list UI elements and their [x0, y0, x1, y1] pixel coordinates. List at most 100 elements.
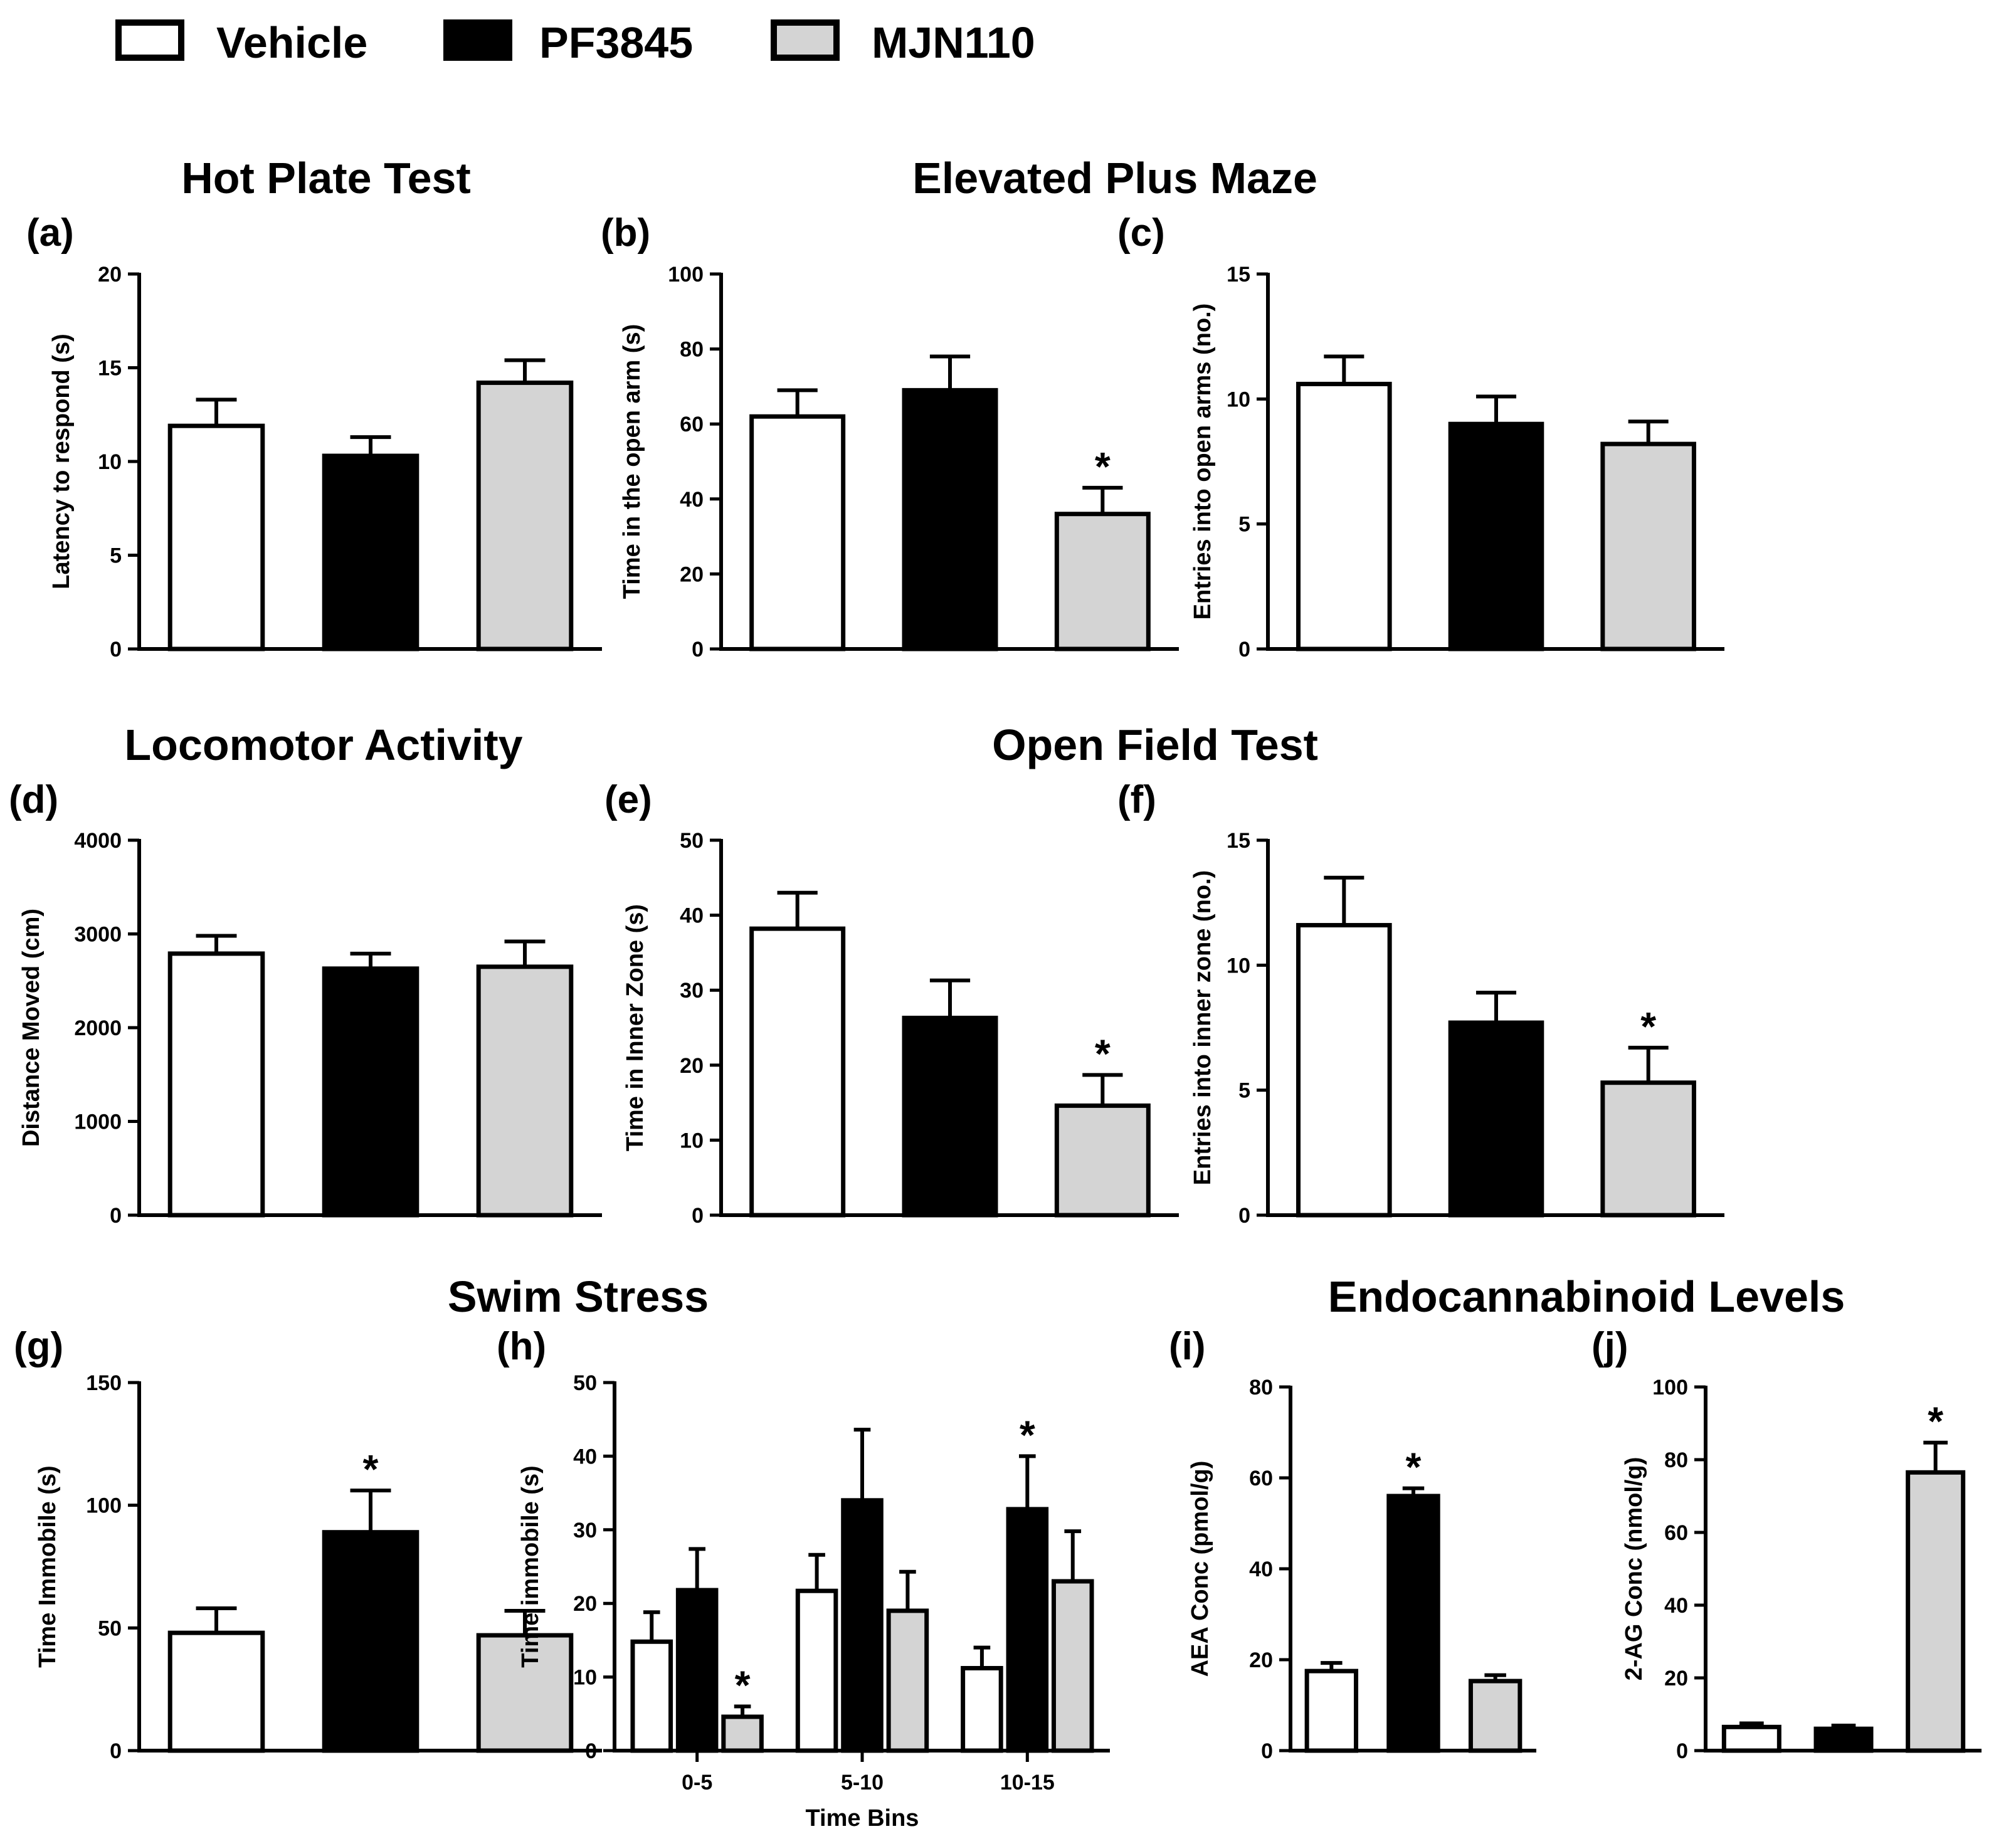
bar-f-vehicle — [1296, 923, 1392, 1218]
title-elevated-plus-maze: Elevated Plus Maze — [912, 154, 1317, 203]
legend-swatch-vehicle — [115, 19, 184, 61]
y-tick-label-c: 0 — [1238, 638, 1250, 661]
y-tick-label-i: 0 — [1261, 1739, 1273, 1763]
y-tick-label-d: 2000 — [74, 1016, 122, 1040]
panel-label-i: (i) — [1169, 1325, 1206, 1368]
y-tick-label-g: 50 — [98, 1616, 122, 1640]
y-tick-label-d: 1000 — [74, 1110, 122, 1134]
panel-i: (i) AEA Conc (pmol/g) 0 20 40 60 80 * — [1169, 1325, 1536, 1763]
y-tick-label-i: 80 — [1249, 1376, 1273, 1399]
y-tick-label-b: 100 — [668, 263, 704, 287]
y-tick-label-j: 80 — [1664, 1448, 1688, 1472]
bar-i-pf3845 — [1386, 1494, 1440, 1753]
bar-f-pf3845 — [1448, 1020, 1544, 1218]
bar-h-vehicle-0-5 — [630, 1639, 673, 1753]
bar-a-pf3845 — [322, 453, 420, 651]
y-axis-label-j: 2-AG Conc (nmol/g) — [1621, 1457, 1647, 1681]
y-tick-label-a: 20 — [98, 263, 122, 287]
bar-e-pf3845 — [902, 1015, 998, 1218]
y-tick-label-j: 20 — [1664, 1667, 1688, 1690]
bar-h-mjn110-5-10 — [886, 1608, 929, 1753]
bar-h-vehicle-10-15 — [961, 1666, 1003, 1753]
legend: Vehicle PF3845 MJN110 — [115, 18, 1035, 67]
bar-b-mjn110 — [1054, 512, 1151, 651]
y-tick-label-d: 0 — [110, 1204, 122, 1228]
bar-c-pf3845 — [1448, 421, 1544, 651]
panel-e: (e) Time in Inner Zone (s) 0 10 20 30 40 50 * — [604, 778, 1179, 1228]
y-axis-label-d: Distance Moved (cm) — [18, 909, 45, 1147]
panel-label-g: (g) — [14, 1325, 63, 1368]
significance-star-g-pf3845: * — [363, 1447, 379, 1492]
panel-a: (a) Latency to respond (s) 0 5 10 15 20 — [26, 211, 602, 661]
legend-label-mjn110: MJN110 — [872, 18, 1035, 67]
y-tick-label-i: 60 — [1249, 1467, 1273, 1490]
y-tick-label-j: 0 — [1676, 1739, 1688, 1763]
bar-j-vehicle — [1721, 1724, 1781, 1753]
y-tick-label-e: 20 — [680, 1054, 704, 1078]
y-tick-label-f: 5 — [1238, 1079, 1250, 1103]
y-tick-label-i: 20 — [1249, 1648, 1273, 1672]
panel-label-h: (h) — [497, 1325, 546, 1368]
y-tick-label-h: 50 — [573, 1371, 597, 1395]
panel-f: (f) Entries into inner zone (no.) 0 5 10 15 * — [1117, 778, 1724, 1228]
y-tick-label-g: 0 — [110, 1739, 122, 1763]
y-tick-label-c: 10 — [1227, 387, 1250, 411]
legend-label-vehicle: Vehicle — [216, 18, 367, 67]
bar-d-pf3845 — [322, 966, 420, 1218]
y-tick-label-b: 20 — [680, 562, 704, 586]
panel-j: (j) 2-AG Conc (nmol/g) 0 20 40 60 80 100 * — [1591, 1325, 1982, 1763]
y-tick-label-e: 0 — [692, 1204, 704, 1228]
bar-d-mjn110 — [476, 964, 574, 1218]
panel-label-f: (f) — [1117, 778, 1156, 821]
y-tick-label-h: 0 — [585, 1739, 597, 1763]
y-tick-label-e: 50 — [680, 829, 704, 853]
y-tick-label-f: 15 — [1227, 829, 1250, 853]
y-tick-label-a: 5 — [110, 544, 122, 568]
bar-h-pf3845-10-15 — [1006, 1507, 1049, 1753]
bar-b-vehicle — [749, 414, 846, 651]
legend-label-pf3845: PF3845 — [539, 18, 693, 67]
y-tick-label-i: 40 — [1249, 1558, 1273, 1581]
bar-h-pf3845-5-10 — [841, 1498, 884, 1753]
y-tick-label-e: 30 — [680, 979, 704, 1003]
panel-d: (d) Distance Moved (cm) 0 1000 2000 3000 4000 — [9, 778, 602, 1228]
y-tick-label-g: 150 — [86, 1371, 122, 1395]
bar-a-vehicle — [167, 423, 265, 651]
bar-b-pf3845 — [902, 387, 998, 651]
panel-label-a: (a) — [26, 211, 74, 255]
title-locomotor: Locomotor Activity — [124, 720, 522, 769]
y-tick-label-a: 15 — [98, 357, 122, 381]
bar-i-vehicle — [1304, 1668, 1359, 1753]
y-tick-label-h: 30 — [573, 1519, 597, 1542]
panel-label-c: (c) — [1117, 211, 1165, 255]
x-tick-label-h: 0-5 — [682, 1771, 712, 1795]
y-axis-label-f: Entries into inner zone (no.) — [1190, 870, 1216, 1185]
panel-h: (h) Time immobile (s) 0 10 20 30 40 50 0-5 5-10 10… — [497, 1325, 1110, 1829]
bar-d-vehicle — [167, 951, 265, 1218]
y-tick-label-a: 0 — [110, 638, 122, 661]
y-tick-label-f: 0 — [1238, 1204, 1250, 1228]
bar-g-mjn110 — [476, 1633, 574, 1753]
y-axis-label-i: AEA Conc (pmol/g) — [1187, 1461, 1213, 1677]
x-axis-label-h: Time Bins — [806, 1805, 919, 1829]
bar-i-mjn110 — [1468, 1679, 1523, 1753]
y-axis-label-c: Entries into open arms (no.) — [1190, 303, 1216, 620]
bar-h-pf3845-0-5 — [675, 1588, 719, 1753]
bar-h-mjn110-0-5 — [721, 1714, 764, 1753]
panel-label-d: (d) — [9, 778, 58, 821]
y-tick-label-e: 10 — [680, 1129, 704, 1152]
bar-g-vehicle — [167, 1630, 265, 1753]
title-endocannabinoid: Endocannabinoid Levels — [1328, 1272, 1845, 1321]
y-tick-label-c: 5 — [1238, 513, 1250, 537]
significance-star-h-pf3845-10-15: * — [1020, 1412, 1035, 1457]
bar-f-mjn110 — [1600, 1080, 1696, 1218]
x-tick-label-h: 5-10 — [841, 1771, 884, 1795]
y-tick-label-h: 20 — [573, 1592, 597, 1616]
significance-star-e-mjn110: * — [1095, 1031, 1111, 1076]
panel-b: (b) Time in the open arm (s) 0 20 40 60 80 100 * — [601, 211, 1179, 661]
y-tick-label-b: 0 — [692, 638, 704, 661]
y-axis-label-h: Time immobile (s) — [517, 1465, 544, 1667]
x-tick-label-h: 10-15 — [1000, 1771, 1055, 1795]
y-tick-label-g: 100 — [86, 1494, 122, 1518]
